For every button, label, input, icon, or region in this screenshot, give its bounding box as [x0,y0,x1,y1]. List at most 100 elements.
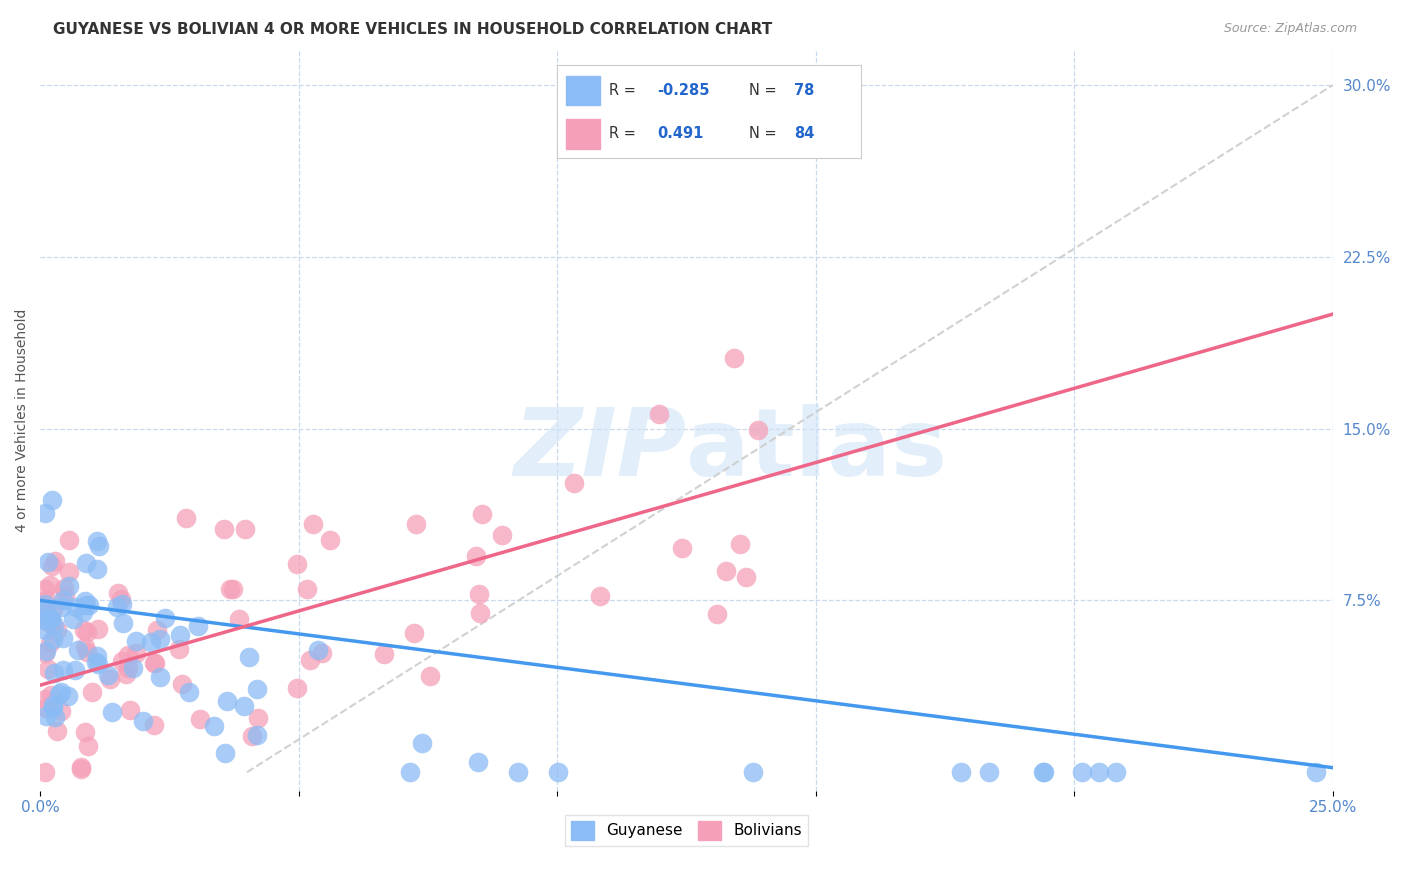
Point [69,762,91,776]
Point [73,623,96,637]
Point [62,612,84,626]
Point [233,522,256,536]
Point [100,705,122,719]
Point [214,746,236,760]
Point [51,600,73,615]
Point [215,694,238,708]
Point [648,407,671,421]
Point [34,646,56,660]
Point [87,657,110,671]
Point [1088,765,1111,780]
Point [219,582,242,596]
Point [411,736,433,750]
Point [107,585,129,599]
Point [52,632,75,646]
Point [65,600,87,615]
Point [58,579,80,593]
Point [139,634,162,648]
Point [125,646,148,660]
Point [471,507,494,521]
Text: GUYANESE VS BOLIVIAN 4 OR MORE VEHICLES IN HOUSEHOLD CORRELATION CHART: GUYANESE VS BOLIVIAN 4 OR MORE VEHICLES … [53,22,773,37]
Point [86,622,108,636]
Point [547,765,569,780]
Point [86,534,108,549]
Point [51,685,73,699]
Point [111,597,134,611]
Y-axis label: 4 or more Vehicles in Household: 4 or more Vehicles in Household [15,309,30,533]
Point [44,554,66,568]
Point [48,687,70,701]
Point [187,618,209,632]
Point [295,582,318,596]
Point [38,577,60,591]
Point [120,703,142,717]
Point [41,618,63,632]
Point [44,710,66,724]
Point [42,666,65,681]
Point [117,648,139,662]
Point [80,685,103,699]
Point [1032,765,1054,780]
Point [143,656,166,670]
Point [169,628,191,642]
Point [105,600,128,615]
Point [76,624,98,639]
Point [302,517,325,532]
Point [747,423,769,437]
Point [706,607,728,622]
Point [34,506,56,520]
Point [34,623,56,637]
Point [39,636,62,650]
Point [77,739,100,753]
Point [53,589,76,603]
Point [75,599,97,613]
Point [285,681,308,696]
Point [72,605,94,619]
Point [76,645,98,659]
Point [167,641,190,656]
Point [58,689,80,703]
Point [42,601,65,615]
Point [34,691,56,706]
Point [589,589,612,603]
Point [75,556,97,570]
Point [34,598,56,612]
Point [41,632,63,646]
Point [307,643,329,657]
Point [246,728,269,742]
Point [46,624,69,638]
Point [299,653,322,667]
Legend: Guyanese, Bolivians: Guyanese, Bolivians [565,815,808,846]
Point [58,533,80,547]
Point [398,765,420,780]
Point [69,760,91,774]
Point [311,646,333,660]
Point [96,668,118,682]
Point [98,672,121,686]
Point [402,625,425,640]
Point [319,533,342,548]
Point [117,660,139,674]
Point [87,539,110,553]
Point [419,668,441,682]
Point [723,351,745,366]
Point [1071,765,1094,780]
Point [39,612,62,626]
Point [52,663,75,677]
Point [174,511,197,525]
Point [73,725,96,739]
Point [35,614,58,628]
Point [467,755,489,769]
Point [177,684,200,698]
Point [63,663,86,677]
Point [77,598,100,612]
Point [34,602,56,616]
Point [228,612,250,626]
Point [1033,765,1056,780]
Text: atlas: atlas [686,404,948,496]
Point [246,682,269,697]
Point [42,700,65,714]
Point [35,644,58,658]
Point [143,656,166,670]
Point [468,607,491,621]
